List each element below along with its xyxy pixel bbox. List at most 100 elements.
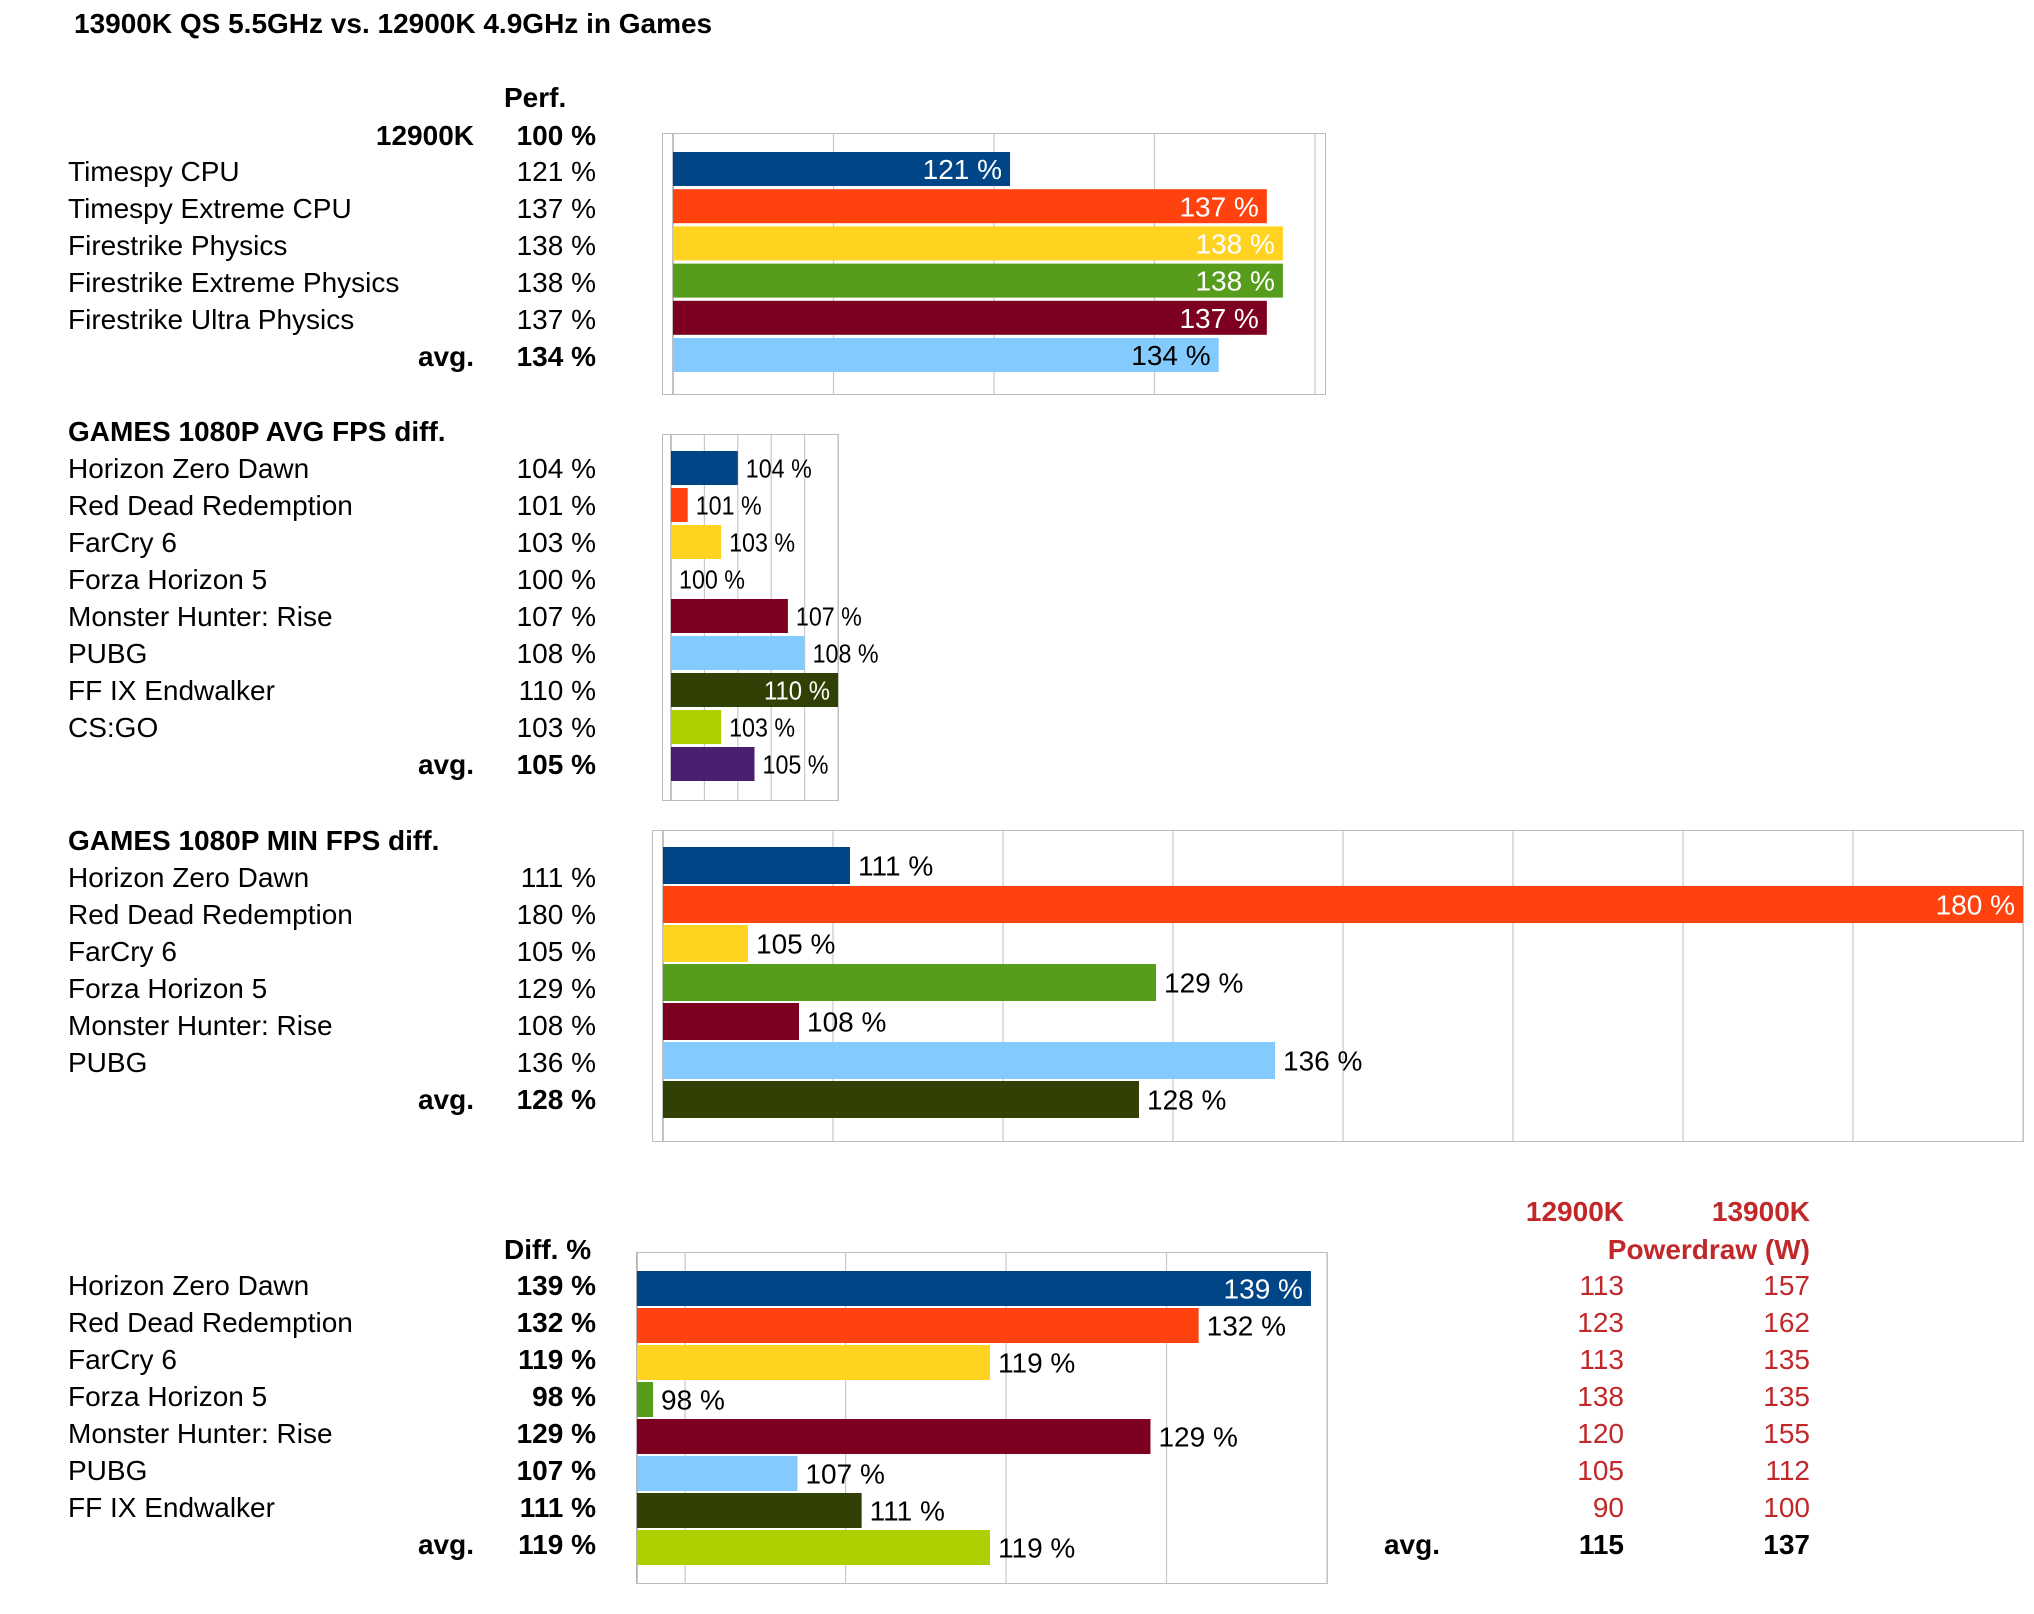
bar	[671, 488, 688, 522]
baseline-label: 12900K	[375, 120, 474, 151]
bar	[673, 226, 1283, 261]
avg-label: avg.	[417, 1084, 474, 1115]
min-fps-header: GAMES 1080P MIN FPS diff.	[68, 825, 440, 856]
row-label: Timespy Extreme CPU	[68, 193, 352, 224]
row-value: 98 %	[532, 1381, 596, 1412]
row-label: Forza Horizon 5	[68, 564, 268, 595]
row-label: Firestrike Physics	[68, 230, 288, 261]
avg-value: 119 %	[518, 1529, 596, 1560]
data-label: 129 %	[1158, 1422, 1237, 1453]
data-label: 110 %	[764, 675, 830, 705]
bar	[663, 1081, 1139, 1118]
bar	[671, 599, 788, 633]
row-value: 136 %	[516, 1047, 596, 1078]
data-label: 100 %	[679, 564, 745, 594]
data-label: 119 %	[998, 1533, 1075, 1564]
row-value: 100 %	[516, 564, 596, 595]
row-label: Horizon Zero Dawn	[68, 453, 310, 484]
page-title: 13900K QS 5.5GHz vs. 12900K 4.9GHz in Ga…	[74, 8, 713, 39]
diff-header: Diff. %	[504, 1234, 592, 1265]
bar	[663, 886, 2023, 923]
data-label: 119 %	[998, 1348, 1075, 1379]
bar	[637, 1382, 654, 1417]
data-label: 129 %	[1164, 968, 1243, 999]
power-12900k: 105	[1577, 1455, 1624, 1486]
row-value: 103 %	[516, 712, 596, 743]
avg-label: avg.	[417, 749, 474, 780]
bar	[637, 1308, 1199, 1343]
power-12900k: 123	[1577, 1307, 1624, 1338]
row-label: CS:GO	[68, 712, 159, 743]
power-avg-13900k: 137	[1763, 1529, 1810, 1560]
bar	[671, 710, 722, 744]
bar	[663, 1042, 1275, 1079]
row-label: FarCry 6	[68, 1344, 177, 1375]
data-label: 98 %	[661, 1385, 725, 1416]
row-label: FF IX Endwalker	[68, 675, 275, 706]
diff-chart: 139 % 132 % 119 % 98 % 129 % 107 % 111 % 119 %	[636, 1252, 1328, 1584]
row-value: 108 %	[516, 638, 596, 669]
bar	[671, 747, 755, 781]
row-label: FarCry 6	[68, 527, 177, 558]
row-value: 180 %	[516, 899, 596, 930]
baseline-value: 100 %	[516, 120, 596, 151]
data-label: 139 %	[1224, 1274, 1303, 1305]
row-label: Horizon Zero Dawn	[68, 862, 310, 893]
bar	[637, 1271, 1311, 1306]
row-value: 129 %	[516, 1418, 596, 1449]
bar	[637, 1419, 1151, 1454]
data-label: 138 %	[1195, 228, 1274, 259]
row-label: Forza Horizon 5	[68, 1381, 268, 1412]
row-value: 119 %	[518, 1344, 596, 1375]
row-label: Red Dead Redemption	[68, 490, 353, 521]
row-label: Monster Hunter: Rise	[68, 1010, 333, 1041]
bar	[663, 964, 1156, 1001]
power-12900k: 113	[1579, 1270, 1624, 1301]
row-value: 111 %	[519, 1492, 596, 1523]
row-label: Firestrike Ultra Physics	[68, 304, 355, 335]
data-label: 105 %	[756, 929, 835, 960]
avg-label: avg.	[417, 341, 474, 372]
row-value: 107 %	[516, 601, 596, 632]
row-label: Forza Horizon 5	[68, 973, 268, 1004]
row-label: PUBG	[68, 638, 148, 669]
bar	[663, 1003, 799, 1040]
bar	[673, 338, 1219, 372]
bar	[673, 300, 1267, 335]
power-avg-label: avg.	[1383, 1529, 1440, 1560]
data-label: 107 %	[805, 1459, 884, 1490]
row-label: Firestrike Extreme Physics	[68, 267, 400, 298]
power-12900k: 113	[1579, 1344, 1624, 1375]
row-value: 139 %	[516, 1270, 596, 1301]
row-value: 105 %	[516, 936, 596, 967]
power-avg-12900k: 115	[1578, 1529, 1624, 1560]
bar	[637, 1345, 991, 1380]
bar	[671, 636, 805, 670]
row-value: 121 %	[516, 156, 596, 187]
avg-fps-chart-svg: 104 % 101 % 103 % 100 % 107 % 108 % 110 % 103 %…	[670, 435, 879, 800]
data-label: 111 %	[870, 1496, 945, 1527]
diff-chart-svg: 139 % 132 % 119 % 98 % 129 % 107 % 111 % 119 %	[636, 1253, 1328, 1583]
data-label: 101 %	[696, 490, 762, 520]
powerdraw-header: Powerdraw (W)	[1607, 1234, 1810, 1265]
power-13900k: 100	[1763, 1492, 1810, 1523]
perf-header: Perf.	[504, 82, 567, 113]
power-13900k: 162	[1763, 1307, 1810, 1338]
data-label: 108 %	[813, 638, 879, 668]
row-label: FF IX Endwalker	[68, 1492, 275, 1523]
data-label: 136 %	[1283, 1046, 1362, 1077]
row-label: Red Dead Redemption	[68, 899, 353, 930]
power-13900k: 135	[1763, 1344, 1810, 1375]
data-label: 137 %	[1179, 191, 1258, 222]
row-value: 132 %	[516, 1307, 596, 1338]
min-fps-chart: 111 % 180 % 105 % 129 % 108 % 136 % 128 %	[652, 830, 2024, 1142]
synthetic-chart-svg: 121 % 137 % 138 % 138 % 137 % 134 %	[672, 134, 1316, 394]
bar	[637, 1456, 798, 1491]
row-value: 111 %	[520, 862, 596, 893]
row-value: 138 %	[516, 230, 596, 261]
col-12900k-header: 12900K	[1525, 1196, 1624, 1227]
data-label: 111 %	[858, 851, 933, 882]
row-label: Timespy CPU	[68, 156, 240, 187]
bar	[673, 263, 1283, 298]
row-label: Monster Hunter: Rise	[68, 601, 333, 632]
